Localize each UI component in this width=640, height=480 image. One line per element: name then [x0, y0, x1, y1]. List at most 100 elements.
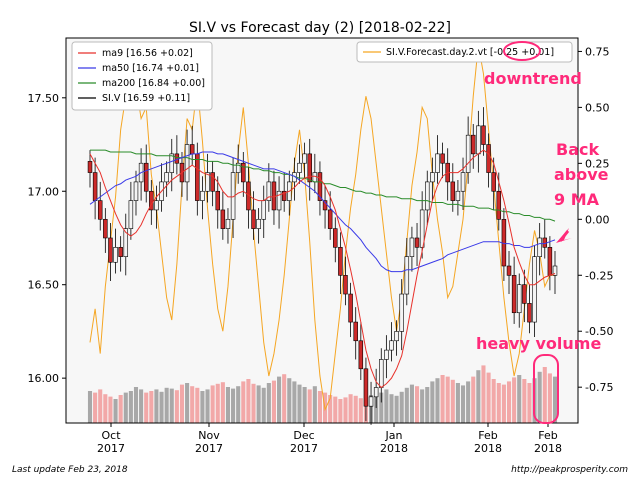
annotation-above: above: [554, 165, 609, 184]
volume-bar: [144, 392, 149, 423]
candle-body: [266, 181, 272, 201]
x-tick-label-line: Nov: [198, 429, 220, 442]
volume-bar: [358, 398, 363, 423]
candle-body: [348, 293, 353, 323]
volume-bar: [333, 396, 338, 423]
y-left-tick-label: 16.00: [28, 372, 60, 385]
volume-bar: [93, 392, 98, 423]
candle-body: [481, 125, 486, 145]
y-right-tick-label: -0.75: [585, 381, 613, 394]
candle-body: [92, 172, 98, 201]
volume-bar: [108, 396, 113, 423]
volume-bar: [404, 387, 409, 423]
legend-ma9: ma9 [16.56 +0.02]: [102, 48, 193, 59]
legend-forecast-box: [356, 41, 573, 63]
annotation-downtrend: downtrend: [484, 69, 582, 88]
volume-bar: [169, 388, 174, 423]
candle-body: [281, 190, 287, 201]
candle-body: [149, 190, 154, 211]
candle-body: [465, 134, 471, 173]
volume-bar: [471, 376, 476, 423]
volume-bar: [302, 387, 307, 423]
candle-body: [409, 237, 415, 257]
volume-bar: [379, 392, 384, 423]
candle-body: [261, 200, 266, 220]
volume-bar: [220, 382, 225, 423]
candle-body: [358, 340, 364, 370]
volume-bar: [317, 391, 322, 423]
candle-body: [552, 265, 558, 276]
volume-bar: [236, 386, 241, 423]
volume-bar: [542, 367, 547, 423]
volume-bar: [87, 391, 93, 423]
candle-body: [363, 368, 369, 407]
x-tick-label-line: 2017: [97, 442, 125, 455]
volume-bar: [251, 383, 256, 423]
x-tick-label: Feb 2018: [474, 429, 502, 455]
candle-body: [317, 172, 323, 201]
candle-body: [210, 172, 215, 192]
chart-title: SI.V vs Forecast day (2) [2018-02-22]: [189, 20, 451, 36]
volume-bar: [328, 395, 333, 423]
candle-body: [527, 303, 532, 323]
candle-body: [496, 190, 502, 220]
annotation-heavy-volume: heavy volume: [476, 334, 601, 353]
volume-bar: [440, 375, 445, 423]
candle-body: [235, 162, 241, 173]
candle-body: [333, 228, 338, 248]
candle-body: [154, 200, 159, 211]
volume-bar: [241, 381, 246, 423]
volume-bar: [512, 377, 517, 423]
plot-frame: [65, 37, 579, 424]
candle-body: [491, 172, 496, 192]
candle-body: [87, 161, 93, 173]
legend-ma50: ma50 [16.74 +0.01]: [102, 63, 199, 74]
volume-bar: [547, 373, 552, 423]
candle-body: [379, 359, 384, 388]
candlesticks: [87, 107, 558, 425]
annotation-9ma: 9 MA: [554, 190, 600, 209]
volume-bar: [261, 387, 266, 423]
volume-bar: [384, 389, 389, 423]
candle-body: [476, 125, 481, 155]
volume-bar: [215, 383, 220, 423]
y-right-tick-label: -0.25: [585, 269, 613, 282]
x-tick-label: Jan 2018: [380, 429, 408, 455]
candle-body: [195, 153, 200, 201]
volume-bar: [506, 381, 512, 423]
volume-bar: [123, 392, 128, 423]
y-right-tick-label: 0.75: [585, 45, 610, 58]
volume-bar: [435, 378, 440, 423]
volume-bar: [307, 389, 312, 423]
candle-body: [373, 387, 379, 398]
volume-bar: [353, 395, 358, 423]
candle-body: [516, 284, 522, 314]
legend-forecast-label: SI.V.Forecast.day.2.vt [-0.25 +0.01]: [386, 47, 554, 58]
volume-bar: [282, 374, 287, 423]
y-left-tick-label: 17.00: [28, 185, 60, 198]
volume-bar: [118, 395, 123, 423]
y-left-tick-label: 16.50: [28, 279, 60, 292]
candle-body: [200, 190, 205, 201]
candle-body: [118, 247, 123, 257]
candle-body: [133, 181, 139, 201]
volume-bar: [231, 388, 236, 423]
volume-bar: [266, 383, 271, 423]
volume-bar: [496, 383, 501, 423]
candle-body: [184, 144, 190, 183]
volume-bar: [113, 399, 118, 423]
candle-body: [169, 153, 174, 173]
candle-body: [486, 144, 491, 173]
candle-body: [343, 275, 348, 295]
y-right-tick-label: 0.50: [585, 101, 610, 114]
candle-body: [128, 200, 134, 229]
candle-body: [470, 134, 476, 155]
legend-main-box: [71, 41, 213, 111]
legend-main: ma9 [16.56 +0.02] ma50 [16.74 +0.01] ma2…: [71, 41, 213, 111]
candle-body: [123, 228, 129, 257]
volume-bar: [190, 386, 195, 423]
candle-body: [108, 237, 113, 263]
volume-bar: [256, 385, 261, 423]
volume-bar: [460, 385, 466, 423]
